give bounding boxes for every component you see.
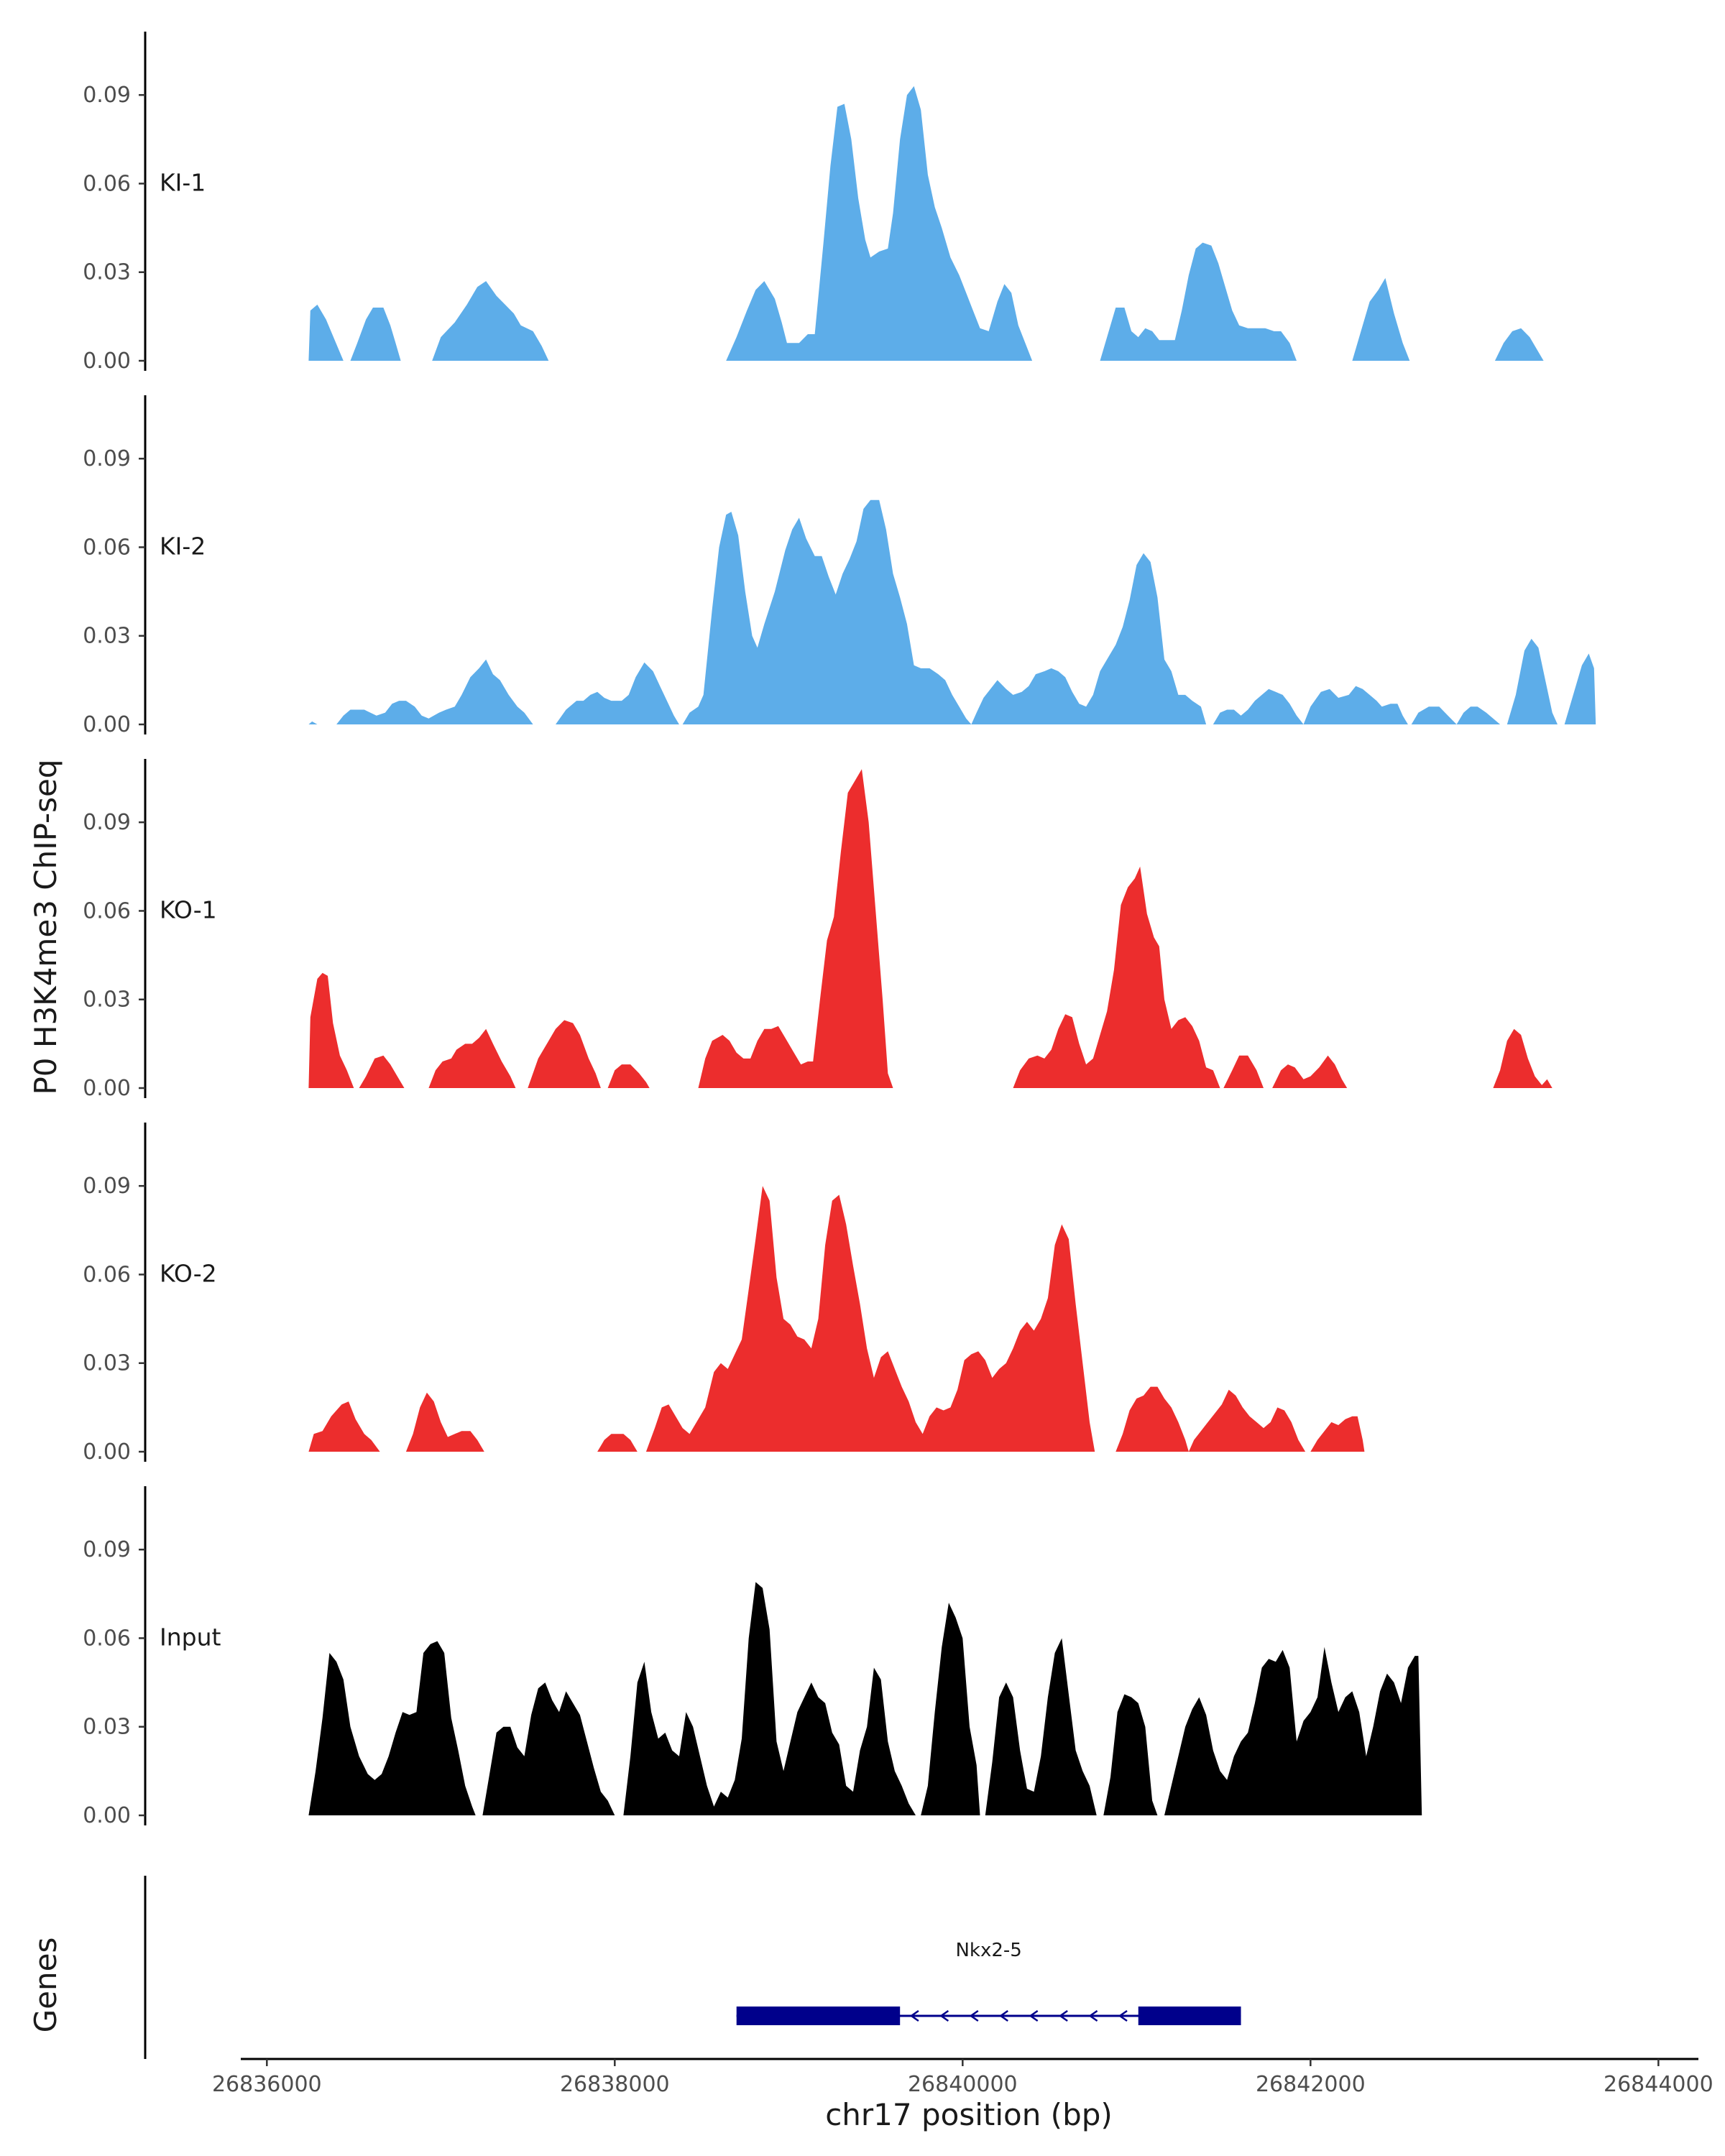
- x-tick-label: 26840000: [908, 2072, 1018, 2097]
- y-tick-label: 0.06: [83, 1262, 131, 1287]
- y-tick-label: 0.00: [83, 1803, 131, 1828]
- y-tick-label: 0.09: [83, 810, 131, 835]
- signal-tracks: 0.00 0.03 0.06 0.09 KI-1 0.00 0.03 0.06 0.09 KI-2…: [83, 32, 1596, 1828]
- signal-area: [432, 281, 549, 361]
- signal-area: [1116, 1386, 1306, 1452]
- series-label: KI-1: [160, 169, 206, 197]
- signal-area: [1100, 242, 1297, 361]
- signal-area: [308, 1641, 476, 1815]
- y-tick-label: 0.03: [83, 1351, 131, 1376]
- signal-area: [528, 1020, 601, 1088]
- y-tick-label: 0.00: [83, 1439, 131, 1465]
- signal-area: [482, 1682, 615, 1815]
- signal-area: [308, 972, 354, 1088]
- y-tick-label: 0.06: [83, 898, 131, 923]
- series-label: KO-1: [160, 896, 217, 924]
- signal-area: [682, 499, 1207, 724]
- signal-area: [1493, 1028, 1552, 1088]
- signal-area: [698, 769, 893, 1088]
- signal-area: [359, 1055, 405, 1088]
- gene-exon: [1138, 2007, 1241, 2025]
- strand-arrow: [1029, 2009, 1039, 2022]
- y-tick-label: 0.00: [83, 1076, 131, 1101]
- series-label: KO-2: [160, 1260, 217, 1288]
- track-ko-1: 0.00 0.03 0.06 0.09 KO-1: [83, 759, 1552, 1101]
- y-tick-label: 0.09: [83, 83, 131, 108]
- series-label: Input: [160, 1623, 221, 1651]
- signal-area: [623, 1582, 916, 1815]
- signal-area: [1223, 1055, 1264, 1088]
- y-tick-label: 0.09: [83, 446, 131, 471]
- signal-area: [1213, 686, 1408, 724]
- gene-track: Genes Nkx2-5: [28, 1876, 1241, 2059]
- y-tick-label: 0.03: [83, 987, 131, 1013]
- gene-track-title: Genes: [28, 1938, 63, 2033]
- signal-area: [607, 1064, 650, 1088]
- signal-area: [405, 1392, 484, 1452]
- gene-name-label: Nkx2-5: [955, 1940, 1021, 1961]
- signal-area: [308, 721, 318, 724]
- y-tick-label: 0.03: [83, 624, 131, 649]
- y-tick-label: 0.06: [83, 535, 131, 560]
- signal-area: [1103, 1694, 1158, 1815]
- strand-arrow: [1118, 2009, 1128, 2022]
- x-tick-label: 26838000: [560, 2072, 670, 2097]
- signal-area: [597, 1434, 638, 1452]
- y-tick-label: 0.06: [83, 1626, 131, 1651]
- signal-area: [1164, 1646, 1422, 1815]
- y-tick-label: 0.09: [83, 1537, 131, 1562]
- y-tick-label: 0.09: [83, 1174, 131, 1199]
- y-tick-label: 0.06: [83, 171, 131, 196]
- x-tick-label: 26842000: [1256, 2072, 1366, 2097]
- signal-area: [336, 659, 533, 724]
- signal-area: [1411, 706, 1501, 724]
- signal-area: [985, 1638, 1097, 1815]
- signal-area: [1352, 277, 1410, 361]
- strand-arrow: [909, 2009, 919, 2022]
- strand-arrow: [999, 2009, 1008, 2022]
- x-tick-label: 26836000: [212, 2072, 322, 2097]
- signal-area: [308, 304, 344, 361]
- y-tick-label: 0.03: [83, 260, 131, 285]
- strand-arrow: [1058, 2009, 1068, 2022]
- y-tick-label: 0.00: [83, 349, 131, 374]
- signal-area: [921, 1603, 980, 1815]
- y-tick-label: 0.00: [83, 712, 131, 737]
- x-axis-title: chr17 position (bp): [825, 2097, 1113, 2132]
- signal-area: [1272, 1055, 1348, 1088]
- y-tick-label: 0.03: [83, 1715, 131, 1740]
- signal-area: [1310, 1416, 1365, 1452]
- x-axis: 26836000 26838000 26840000 26842000 26844000: [212, 2058, 1714, 2097]
- strand-arrow: [1088, 2009, 1098, 2022]
- strand-arrow: [939, 2009, 949, 2022]
- signal-area: [1494, 328, 1544, 361]
- track-input: 0.00 0.03 0.06 0.09 Input: [83, 1486, 1422, 1828]
- track-ki-2: 0.00 0.03 0.06 0.09 KI-2: [83, 395, 1596, 737]
- signal-area: [645, 1186, 1095, 1452]
- track-ki-1: 0.00 0.03 0.06 0.09 KI-1: [83, 32, 1544, 374]
- signal-area: [350, 308, 401, 361]
- gene-exon: [736, 2007, 901, 2025]
- signal-area: [1506, 638, 1558, 724]
- series-label: KI-2: [160, 533, 206, 561]
- signal-area: [726, 86, 1033, 361]
- signal-area: [556, 662, 679, 724]
- strand-arrow: [969, 2009, 979, 2022]
- signal-area: [428, 1028, 516, 1088]
- y-axis-title: P0 H3K4me3 ChIP-seq: [28, 759, 63, 1095]
- signal-area: [1564, 653, 1596, 724]
- x-tick-label: 26844000: [1604, 2072, 1714, 2097]
- signal-area: [1013, 866, 1220, 1088]
- track-ko-2: 0.00 0.03 0.06 0.09 KO-2: [83, 1123, 1365, 1465]
- signal-area: [308, 1401, 380, 1452]
